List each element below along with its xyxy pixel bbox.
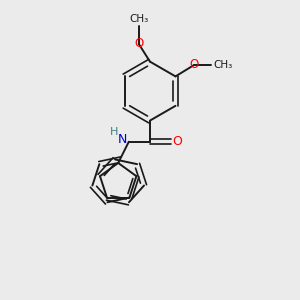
Text: CH₃: CH₃: [129, 14, 148, 24]
Text: N: N: [118, 133, 127, 146]
Text: CH₃: CH₃: [213, 60, 232, 70]
Text: H: H: [110, 127, 118, 137]
Text: O: O: [190, 58, 199, 71]
Text: O: O: [173, 135, 183, 148]
Text: O: O: [134, 37, 143, 50]
